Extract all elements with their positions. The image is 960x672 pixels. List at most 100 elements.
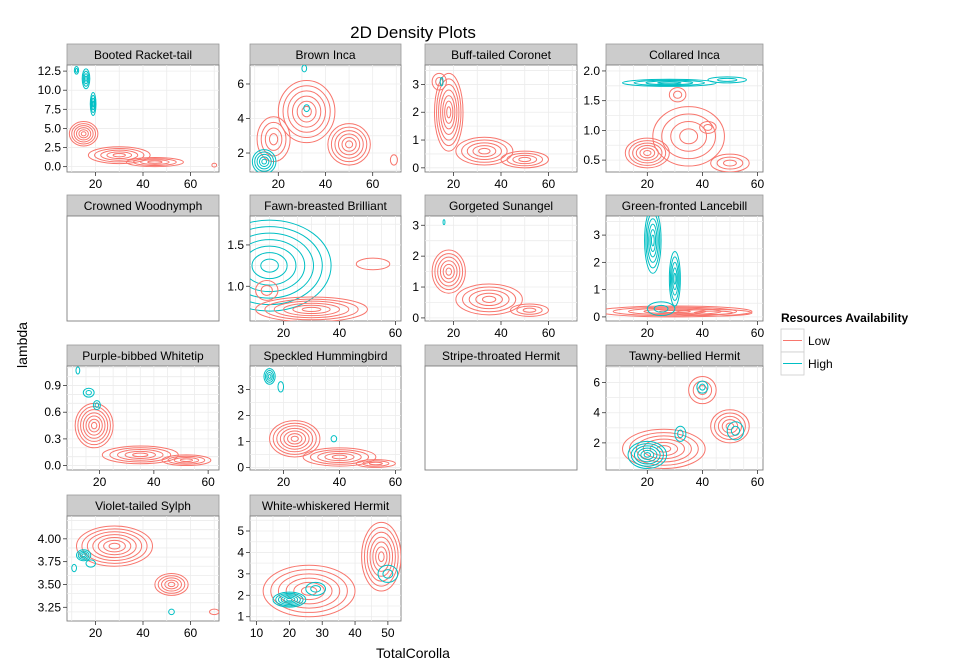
- contour-low: [693, 310, 734, 315]
- contour-high: [83, 73, 89, 85]
- y-tick-label: 2: [237, 588, 244, 602]
- contour-low: [279, 427, 310, 450]
- facet-strip-label: Tawny-bellied Hermit: [629, 349, 741, 363]
- contour-low: [688, 376, 717, 405]
- contour-high: [272, 591, 307, 608]
- contour-high: [305, 581, 326, 596]
- contour-low: [140, 159, 170, 165]
- panel-stripe-throated-hermit: Stripe-throated Hermit: [424, 344, 578, 471]
- x-tick-label: 60: [389, 475, 403, 489]
- x-tick-label: 20: [89, 177, 103, 191]
- contour-low: [462, 286, 517, 313]
- contour-low: [372, 541, 391, 572]
- contour-low: [431, 249, 466, 294]
- y-tick-label: 1: [593, 283, 600, 297]
- contour-low: [68, 121, 99, 147]
- contour-low: [173, 457, 200, 464]
- contour-high: [92, 400, 101, 411]
- contour-low: [445, 267, 453, 276]
- contour-low: [437, 256, 461, 287]
- contour-high: [256, 153, 272, 170]
- contour-high: [76, 549, 92, 562]
- contour-high: [674, 425, 687, 442]
- x-tick-label: 60: [184, 177, 198, 191]
- facet-strip-label: Buff-tailed Coronet: [451, 48, 552, 62]
- contour-high: [633, 445, 661, 465]
- panel-buff-tailed-coronet: Buff-tailed Coronet 20 40 60 0 1 2 3: [412, 43, 578, 191]
- contour-low: [262, 564, 356, 618]
- y-tick-label: 3.25: [38, 600, 62, 614]
- y-tick-label: 0: [412, 161, 419, 175]
- x-axis-title: TotalCorolla: [376, 645, 450, 661]
- contour-low: [132, 452, 149, 458]
- contour-low: [277, 573, 341, 609]
- contour-low: [76, 525, 153, 567]
- contour-low: [90, 421, 98, 430]
- contour-high: [653, 304, 669, 313]
- panel-tawny-bellied-hermit: Tawny-bellied Hermit 20 40 60 2 4 6: [593, 344, 764, 489]
- y-tick-label: 3.75: [38, 555, 62, 569]
- contour-low: [100, 149, 139, 161]
- contour-low: [71, 123, 96, 145]
- y-tick-label: 0.0: [44, 160, 61, 174]
- y-tick-label: 1.5: [227, 238, 244, 252]
- contour-low: [167, 455, 206, 465]
- panel-gorgeted-sunangel: Gorgeted Sunangel 20 40 60 0 1 2 3: [412, 194, 578, 340]
- contour-high: [263, 368, 276, 385]
- contour-high: [657, 81, 682, 85]
- panel-collared-inca: Collared Inca 20 40 60 0.5 1.0 1.5 2.0: [583, 43, 764, 191]
- contour-low: [301, 105, 312, 118]
- contour-low: [81, 528, 148, 564]
- panel-violet-tailed-sylph: Violet-tailed Sylph 20 40 60 3.25 3.50 3.75 4.0…: [38, 494, 220, 640]
- contour-low: [331, 454, 348, 460]
- contour-high: [643, 452, 652, 458]
- contour-low: [439, 260, 458, 283]
- y-tick-label: 0.3: [44, 432, 61, 446]
- contour-low: [472, 145, 497, 158]
- x-tick-label: 60: [366, 177, 380, 191]
- contour-high: [286, 597, 293, 602]
- contour-high: [439, 77, 444, 87]
- contour-low: [76, 127, 92, 141]
- contour-low: [270, 569, 348, 613]
- facet-strip-label: Gorgeted Sunangel: [449, 199, 553, 213]
- contour-low: [157, 575, 186, 594]
- x-tick-label: 20: [283, 626, 297, 640]
- contour-low: [272, 422, 317, 455]
- contour-low: [287, 433, 303, 445]
- x-tick-label: 40: [136, 177, 150, 191]
- contour-low: [455, 283, 523, 316]
- x-tick-label: 40: [494, 326, 508, 340]
- contour-low: [276, 425, 314, 453]
- x-tick-label: 60: [542, 177, 556, 191]
- y-tick-label: 2: [237, 408, 244, 422]
- y-tick-label: 1: [412, 133, 419, 147]
- contour-low: [255, 279, 279, 301]
- contour-high: [266, 372, 273, 381]
- contour-high: [627, 440, 668, 469]
- x-tick-label: 20: [447, 177, 461, 191]
- contour-high: [696, 380, 709, 394]
- contour-low: [161, 577, 182, 592]
- contour-low: [444, 100, 454, 124]
- contour-low: [273, 300, 350, 319]
- contour-low: [355, 257, 391, 271]
- contour-low: [103, 539, 126, 553]
- contour-low: [291, 95, 322, 128]
- contour-low: [211, 162, 218, 168]
- grid-lines: [250, 216, 401, 321]
- y-tick-label: 2: [593, 436, 600, 450]
- contour-low: [74, 402, 114, 449]
- contour-low: [522, 307, 537, 313]
- contour-high: [250, 239, 306, 293]
- contour-high: [633, 79, 705, 87]
- contour-high: [77, 550, 90, 560]
- contour-high: [250, 232, 315, 299]
- contour-low: [363, 526, 399, 587]
- contour-low: [362, 460, 390, 467]
- contour-high: [668, 250, 681, 307]
- contour-low: [292, 304, 331, 315]
- contour-low: [179, 458, 194, 463]
- grid-lines: [606, 216, 763, 321]
